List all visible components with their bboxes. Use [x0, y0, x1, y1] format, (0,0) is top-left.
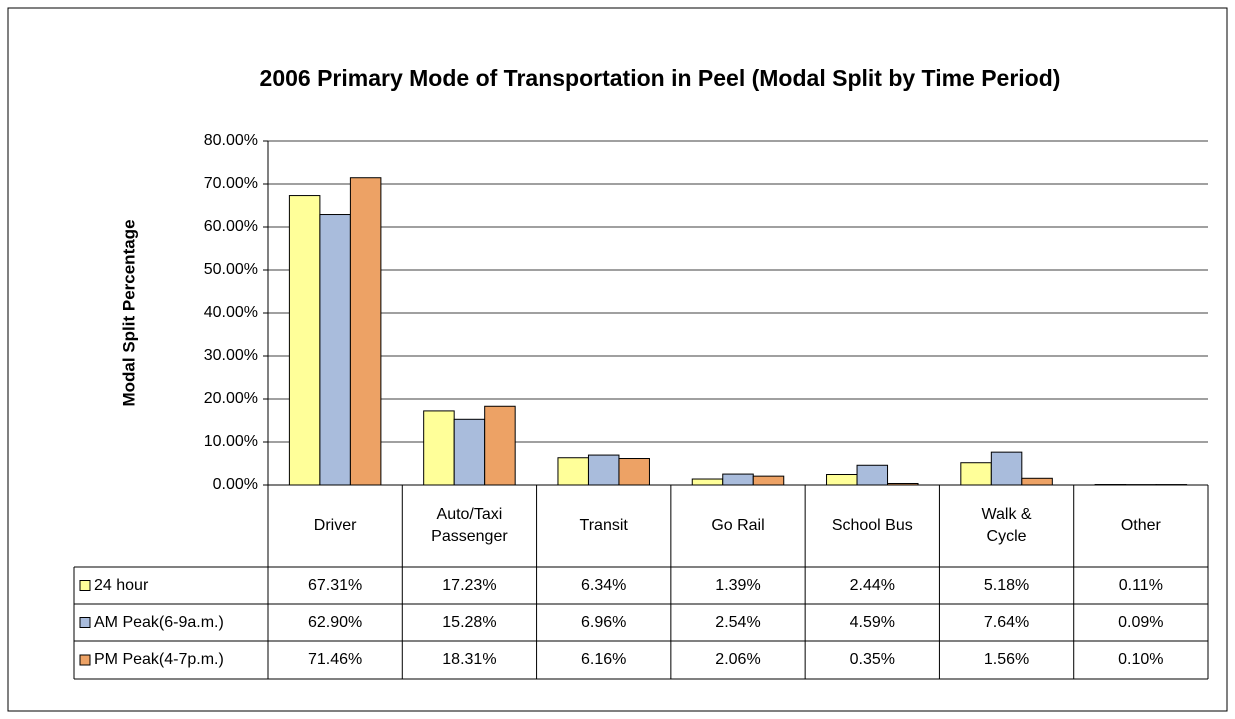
y-tick-label: 40.00% — [204, 304, 258, 321]
legend-label: PM Peak(4-7p.m.) — [94, 651, 224, 668]
data-label: 2.54% — [715, 613, 761, 631]
data-label: 0.09% — [1118, 613, 1164, 631]
data-label: 6.16% — [581, 651, 627, 668]
bar — [453, 418, 486, 486]
bar — [691, 478, 724, 486]
x-tick-label: School Bus — [831, 517, 913, 534]
data-label: 2.44% — [849, 576, 895, 594]
bar — [319, 214, 351, 486]
bar — [752, 475, 785, 486]
y-tick-label: 0.00% — [213, 476, 258, 493]
bar — [826, 474, 858, 486]
data-label: 2.06% — [715, 651, 761, 668]
bar — [557, 457, 589, 486]
bar — [349, 177, 382, 486]
bar — [587, 454, 620, 486]
data-label: 6.96% — [581, 613, 627, 631]
data-label: 0.11% — [1118, 576, 1163, 594]
chart-title: 2006 Primary Mode of Transportation in P… — [260, 65, 1061, 91]
data-label: 62.90% — [308, 613, 363, 631]
data-label: 0.10% — [1118, 651, 1164, 668]
y-axis-title: Modal Split Percentage — [119, 219, 138, 406]
legend-label: AM Peak(6-9a.m.) — [94, 613, 224, 631]
data-label: 71.46% — [308, 651, 363, 668]
y-tick-label: 20.00% — [204, 390, 258, 407]
chart-border — [7, 7, 1228, 712]
legend-key — [79, 580, 91, 591]
legend-key — [79, 654, 91, 666]
x-tick-label: Other — [1120, 517, 1161, 534]
data-label: 18.31% — [442, 651, 497, 668]
data-label: 1.39% — [715, 576, 761, 594]
bar — [960, 462, 992, 486]
data-label: 1.56% — [983, 651, 1030, 668]
y-tick-label: 60.00% — [204, 218, 258, 235]
bar — [1021, 477, 1053, 486]
bar — [856, 464, 889, 486]
y-tick-label: 70.00% — [204, 175, 258, 192]
bar — [288, 195, 321, 486]
x-tick-label: Auto/Taxi Passenger — [431, 506, 508, 545]
data-label: 5.18% — [983, 576, 1030, 594]
bar — [618, 458, 650, 486]
legend-label: 24 hour — [94, 576, 149, 594]
data-label: 7.64% — [983, 613, 1030, 631]
x-tick-label: Driver — [313, 517, 357, 534]
y-tick-label: 30.00% — [204, 347, 258, 364]
data-label: 67.31% — [308, 576, 363, 594]
y-tick-label: 50.00% — [204, 261, 258, 278]
data-label: 17.23% — [442, 576, 497, 594]
bar — [484, 405, 516, 486]
y-tick-label: 10.00% — [204, 433, 258, 450]
data-label: 0.35% — [849, 651, 895, 668]
data-label: 15.28% — [442, 613, 497, 631]
y-tick-label: 80.00% — [204, 132, 258, 149]
bar — [990, 451, 1023, 486]
x-tick-label: Go Rail — [711, 517, 765, 534]
x-tick-label: Transit — [579, 517, 628, 534]
bar — [722, 473, 754, 486]
x-tick-label: Walk & Cycle — [981, 506, 1032, 545]
data-label: 4.59% — [849, 613, 895, 631]
data-label: 6.34% — [581, 576, 627, 594]
legend-key — [79, 617, 91, 628]
bar — [423, 410, 455, 486]
